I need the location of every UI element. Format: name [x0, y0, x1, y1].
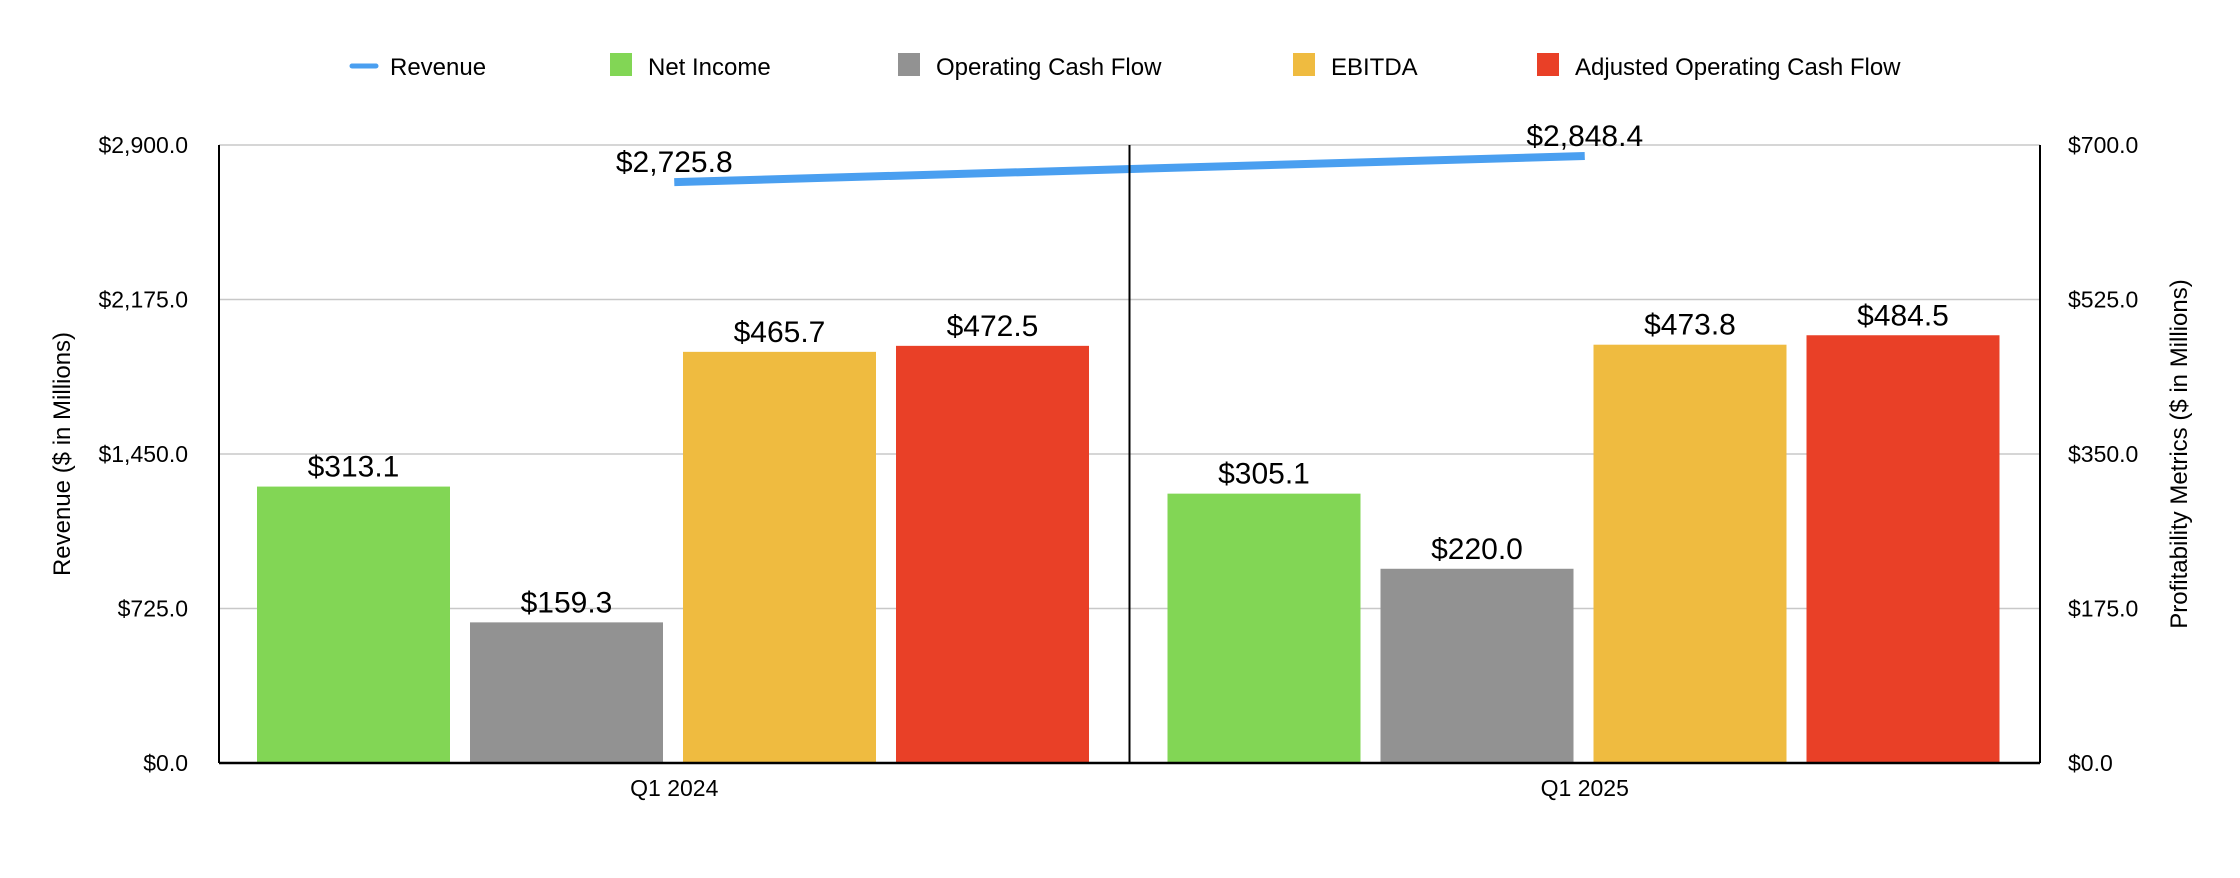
bar-ebitda	[1593, 344, 1787, 763]
left-tick-label: $2,900.0	[98, 132, 188, 158]
bar-net-income	[1167, 493, 1361, 763]
legend-swatch-net-income	[610, 53, 632, 76]
bar-net-income	[257, 486, 450, 763]
right-axis-title: Profitability Metrics ($ in Millions)	[2166, 279, 2193, 628]
bar-adjusted-operating-cash-flow	[896, 345, 1089, 763]
category-label: Q1 2024	[630, 775, 718, 801]
bar-value-label: $159.3	[521, 586, 613, 619]
right-tick-label: $700.0	[2068, 132, 2138, 158]
data-labels: $313.1 $159.3 $465.7 $472.5 $305.1 $220.0 $473…	[308, 120, 1949, 619]
legend-swatch-adjusted-operating-cash-flow	[1537, 53, 1559, 76]
bar-value-label: $484.5	[1857, 299, 1949, 332]
legend-label-adjusted-operating-cash-flow: Adjusted Operating Cash Flow	[1575, 54, 1901, 81]
bar-value-label: $472.5	[947, 310, 1039, 343]
left-tick-label: $0.0	[143, 750, 188, 776]
bar-value-label: $305.1	[1218, 458, 1310, 491]
legend-label-ebitda: EBITDA	[1331, 54, 1418, 81]
revenue-value-label: $2,725.8	[616, 146, 733, 179]
bar-value-label: $313.1	[308, 451, 400, 484]
right-tick-label: $175.0	[2068, 596, 2138, 622]
axes: $0.0 $0.0 $725.0 $175.0 $1,450.0 $350.0 $2,175…	[49, 132, 2193, 801]
legend-swatch-operating-cash-flow	[898, 53, 920, 76]
legend-label-revenue: Revenue	[390, 54, 486, 81]
revenue-value-label: $2,848.4	[1526, 120, 1643, 153]
bar-value-label: $465.7	[734, 316, 826, 349]
right-tick-label: $0.0	[2068, 750, 2113, 776]
bar-group	[257, 335, 2000, 763]
left-tick-label: $725.0	[118, 596, 188, 622]
bar-operating-cash-flow	[1380, 568, 1574, 763]
legend-label-operating-cash-flow: Operating Cash Flow	[936, 54, 1162, 81]
bar-operating-cash-flow	[470, 622, 663, 763]
left-axis-title: Revenue ($ in Millions)	[49, 332, 76, 576]
left-tick-label: $2,175.0	[98, 287, 188, 313]
right-tick-label: $350.0	[2068, 441, 2138, 467]
category-label: Q1 2025	[1541, 775, 1629, 801]
bar-adjusted-operating-cash-flow	[1806, 335, 2000, 763]
legend-label-net-income: Net Income	[648, 54, 771, 81]
right-tick-label: $525.0	[2068, 287, 2138, 313]
left-tick-label: $1,450.0	[98, 441, 188, 467]
legend: Revenue Net Income Operating Cash Flow EBIT…	[349, 53, 1901, 81]
bar-value-label: $220.0	[1431, 533, 1523, 566]
bar-value-label: $473.8	[1644, 309, 1736, 342]
bar-ebitda	[683, 351, 876, 763]
legend-swatch-ebitda	[1293, 53, 1315, 76]
